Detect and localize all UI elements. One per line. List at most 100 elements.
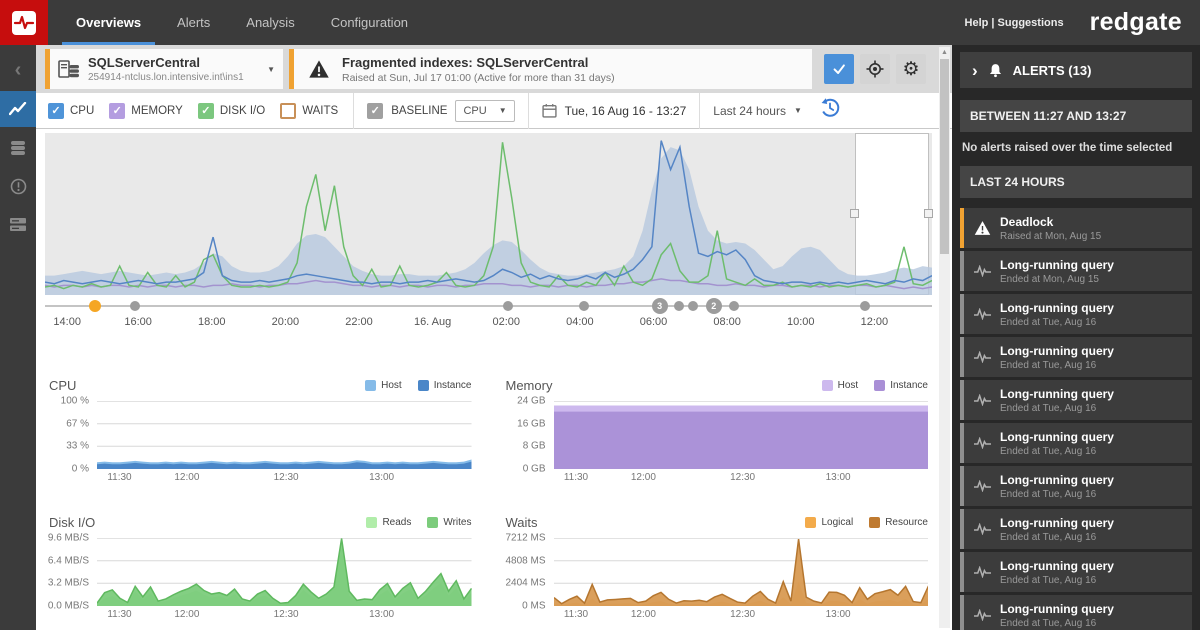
timeline-alert-marker[interactable] bbox=[130, 301, 141, 311]
help-suggestions-link[interactable]: Help | Suggestions bbox=[964, 16, 1064, 29]
scrollbar-up-arrow[interactable]: ▲ bbox=[941, 49, 948, 56]
header-strip: SQLServerCentral 254914-ntclus.lon.inten… bbox=[36, 45, 952, 93]
sql-monitor-logo[interactable] bbox=[0, 0, 48, 45]
selection-right-handle[interactable] bbox=[924, 209, 934, 218]
x-tick-label: 13:00 bbox=[369, 472, 395, 483]
disk-io-chart: Disk I/O Reads Writes 9.6 MB/S 6.4 MB/S 3.2… bbox=[45, 512, 472, 623]
timeline-tick-label: 10:00 bbox=[786, 316, 815, 328]
y-tick-label: 67 % bbox=[66, 418, 89, 430]
selection-left-handle[interactable] bbox=[849, 209, 859, 218]
timeline-alert-marker[interactable] bbox=[859, 301, 870, 311]
focus-button[interactable] bbox=[860, 54, 890, 84]
timeline-alert-marker[interactable] bbox=[688, 301, 699, 311]
server-selector[interactable]: SQLServerCentral 254914-ntclus.lon.inten… bbox=[45, 49, 283, 89]
alert-list-item[interactable]: Deadlock Raised at Mon, Aug 15 bbox=[960, 208, 1192, 248]
alert-list-item[interactable]: Long-running query Ended at Tue, Aug 16 bbox=[960, 380, 1192, 420]
tab-alerts[interactable]: Alerts bbox=[177, 15, 211, 30]
history-clock-icon bbox=[821, 98, 840, 117]
legend-item: Instance bbox=[417, 379, 472, 391]
timeline-alert-marker[interactable] bbox=[579, 301, 590, 311]
timeline-tick-label: 04:00 bbox=[566, 316, 594, 328]
metric-label: DISK I/O bbox=[219, 104, 266, 117]
x-tick-label: 11:30 bbox=[107, 472, 132, 483]
metric-toggle-cpu[interactable]: ✓ CPU bbox=[48, 102, 94, 119]
alerts-panel: › ALERTS (13) BETWEEN 11:27 AND 13:27 No… bbox=[952, 45, 1200, 630]
x-tick-label: 13:00 bbox=[825, 472, 851, 483]
baseline-toggle[interactable]: ✓ BASELINE CPU ▼ bbox=[354, 93, 527, 128]
timeline-track bbox=[45, 305, 932, 307]
server-rack-icon[interactable] bbox=[0, 207, 36, 241]
alert-title: Long-running query bbox=[1000, 300, 1114, 315]
legend-swatch bbox=[821, 379, 833, 391]
alert-banner[interactable]: Fragmented indexes: SQLServerCentral Rai… bbox=[289, 49, 812, 89]
primary-tabs: Overviews Alerts Analysis Configuration bbox=[58, 0, 426, 45]
pulse-icon bbox=[964, 480, 1000, 492]
timeline-alert-marker[interactable] bbox=[674, 301, 685, 311]
redgate-logo: redgate bbox=[1089, 8, 1182, 36]
timeline-alert-group-badge[interactable]: 3 bbox=[651, 298, 668, 314]
metric-label: MEMORY bbox=[131, 104, 183, 117]
checkbox-icon[interactable] bbox=[280, 102, 297, 119]
x-tick-label: 12:00 bbox=[630, 472, 656, 483]
alert-list-item[interactable]: Long-running query Ended at Tue, Aug 16 bbox=[960, 552, 1192, 592]
overview-plot-area[interactable] bbox=[45, 133, 934, 295]
tab-analysis[interactable]: Analysis bbox=[246, 15, 295, 30]
acknowledge-button[interactable] bbox=[824, 54, 854, 84]
memory-chart: Memory Host Instance 24 GB 16 GB 8 GB 0 GB 1… bbox=[502, 375, 928, 486]
memory-chart-legend: Host Instance bbox=[821, 379, 928, 391]
alert-list-item[interactable]: Long-running query Ended at Tue, Aug 16 bbox=[960, 423, 1192, 463]
metric-toggle-waits[interactable]: WAITS bbox=[280, 102, 338, 119]
tab-configuration[interactable]: Configuration bbox=[330, 15, 409, 30]
metric-toggle-disk-i-o[interactable]: ✓ DISK I/O bbox=[197, 102, 266, 119]
cpu-chart-title: CPU bbox=[49, 377, 77, 393]
timeline-alert-marker[interactable] bbox=[503, 301, 513, 311]
metric-checkboxes: ✓ CPU ✓ MEMORY ✓ DISK I/O WAITS bbox=[48, 102, 353, 119]
alert-list-item[interactable]: Long-running query Ended at Tue, Aug 16 bbox=[960, 337, 1192, 377]
alert-list-item[interactable]: Long-running query Ended at Tue, Aug 16 bbox=[960, 466, 1192, 506]
y-tick-label: 0.0 MB/S bbox=[47, 600, 89, 612]
check-icon bbox=[833, 64, 845, 74]
filter-row: ✓ CPU ✓ MEMORY ✓ DISK I/O WAITS ✓ BASELINE CPU… bbox=[36, 92, 952, 129]
pulse-icon bbox=[964, 265, 1000, 277]
baseline-metric-select[interactable]: CPU ▼ bbox=[455, 99, 515, 122]
pulse-icon bbox=[964, 566, 1000, 578]
y-tick-label: 24 GB bbox=[517, 395, 546, 407]
checkbox-icon[interactable]: ✓ bbox=[197, 102, 214, 119]
alert-list-item[interactable]: Long-running query Ended at Tue, Aug 16 bbox=[960, 509, 1192, 549]
scrollbar-thumb[interactable] bbox=[940, 59, 949, 254]
pulse-icon bbox=[964, 351, 1000, 363]
memory-plot[interactable] bbox=[553, 401, 928, 469]
database-icon[interactable] bbox=[0, 131, 36, 165]
checkbox-icon[interactable]: ✓ bbox=[48, 102, 64, 119]
settings-button[interactable]: ⚙ bbox=[896, 54, 926, 84]
timeline-alert-group-badge[interactable]: 2 bbox=[705, 298, 722, 314]
left-icon-rail: ‹ bbox=[0, 45, 36, 630]
waits-x-axis: 11:30 12:00 12:30 13:00 bbox=[554, 609, 929, 623]
alerts-panel-header[interactable]: › ALERTS (13) bbox=[960, 52, 1192, 88]
cpu-chart-legend: Host Instance bbox=[365, 379, 472, 391]
metric-toggle-memory[interactable]: ✓ MEMORY bbox=[109, 102, 183, 119]
alert-list-item[interactable]: Long-running query Ended at Tue, Aug 16 bbox=[960, 294, 1192, 334]
time-range-select[interactable]: Last 24 hours ▼ bbox=[713, 103, 802, 118]
alert-circle-icon[interactable] bbox=[0, 169, 36, 203]
x-tick-label: 12:00 bbox=[174, 609, 200, 620]
timeline-current-marker[interactable] bbox=[88, 300, 101, 312]
activity-chart-icon[interactable] bbox=[0, 91, 36, 127]
alerts-last24-bar: LAST 24 HOURS bbox=[960, 166, 1192, 198]
main-scrollbar[interactable]: ▲ bbox=[939, 47, 950, 628]
collapse-panel-icon[interactable]: ‹ bbox=[14, 58, 22, 81]
timeline-alert-marker[interactable] bbox=[729, 301, 740, 311]
baseline-checkbox[interactable]: ✓ bbox=[367, 102, 384, 119]
cpu-plot[interactable] bbox=[97, 401, 472, 469]
rewind-time-button[interactable] bbox=[819, 97, 841, 124]
date-picker[interactable]: Tue, 16 Aug 16 - 13:27 bbox=[529, 93, 700, 128]
alert-list-item[interactable]: Long-running query Ended at Mon, Aug 15 bbox=[960, 251, 1192, 291]
cpu-chart: CPU Host Instance 100 % 67 % 33 % 0 % 11:30 1… bbox=[45, 375, 472, 486]
waits-plot[interactable] bbox=[553, 538, 928, 606]
alert-subtitle: Ended at Tue, Aug 16 bbox=[1000, 316, 1097, 328]
tab-overviews[interactable]: Overviews bbox=[58, 0, 159, 45]
disk-io-plot[interactable] bbox=[97, 538, 472, 606]
checkbox-icon[interactable]: ✓ bbox=[109, 102, 126, 119]
alert-list-item[interactable]: Long-running query Ended at Tue, Aug 16 bbox=[960, 595, 1192, 630]
